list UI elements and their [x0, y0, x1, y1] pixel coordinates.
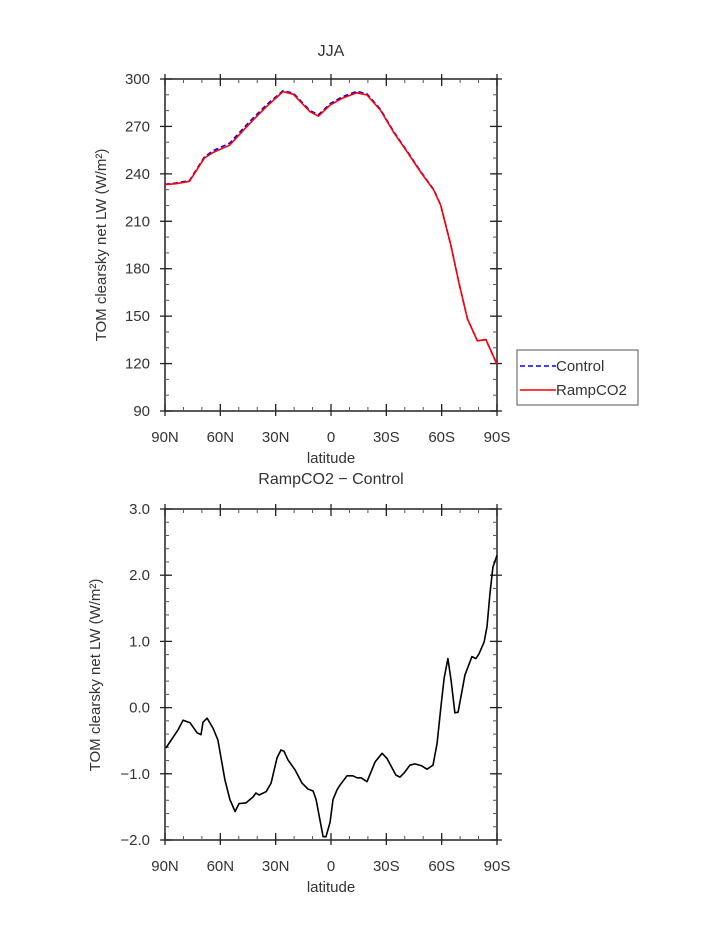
x-tick-label: 30N — [262, 858, 290, 875]
plot-frame — [164, 508, 498, 841]
legend-label-rampco2: RampCO2 — [556, 382, 627, 399]
x-tick-label: 60S — [428, 858, 455, 875]
y-tick-label: 0.0 — [129, 700, 150, 717]
series-line-rampco2-control — [165, 555, 498, 838]
y-tick-label: 3.0 — [129, 501, 150, 518]
y-tick-label: 240 — [125, 166, 150, 183]
y-axis-label: TOM clearsky net LW (W/m²) — [93, 149, 110, 342]
x-tick-label: 90S — [484, 429, 511, 446]
y-tick-label: 300 — [125, 71, 150, 88]
series-line-rampco2 — [164, 90, 498, 365]
x-tick-label: 90N — [151, 429, 179, 446]
x-axis-label: latitude — [307, 879, 355, 896]
y-tick-label: 120 — [125, 356, 150, 373]
y-axis-label: TOM clearsky net LW (W/m²) — [87, 579, 104, 772]
y-tick-label: 210 — [125, 213, 150, 230]
y-tick-label: 150 — [125, 308, 150, 325]
y-tick-label: 1.0 — [129, 633, 150, 650]
x-tick-label: 60S — [428, 429, 455, 446]
bottom-chart-difference: RampCO2 − Control latitude TOM clearsky … — [87, 471, 510, 896]
plot-frame — [164, 78, 498, 412]
x-tick-label: 60N — [207, 858, 235, 875]
y-tick-label: 90 — [133, 403, 150, 420]
x-tick-label: 0 — [327, 858, 335, 875]
x-tick-label: 90S — [484, 858, 511, 875]
x-tick-label: 60N — [207, 429, 235, 446]
legend-label-control: Control — [556, 358, 604, 375]
x-tick-label: 0 — [327, 429, 335, 446]
y-tick-label: −2.0 — [120, 832, 150, 849]
x-tick-label: 90N — [151, 858, 179, 875]
top-chart-jja: JJA latitude TOM clearsky net LW (W/m²) … — [93, 43, 639, 467]
legend: Control RampCO2 — [516, 349, 639, 406]
series-line-control — [164, 89, 498, 365]
x-tick-label: 30S — [373, 429, 400, 446]
y-tick-label: 2.0 — [129, 567, 150, 584]
x-axis-label: latitude — [307, 450, 355, 467]
legend-box — [516, 349, 639, 406]
x-tick-label: 30N — [262, 429, 290, 446]
y-tick-label: −1.0 — [120, 766, 150, 783]
chart-title: JJA — [318, 43, 345, 60]
chart-title: RampCO2 − Control — [258, 471, 403, 488]
y-tick-label: 180 — [125, 261, 150, 278]
x-tick-label: 30S — [373, 858, 400, 875]
y-tick-label: 270 — [125, 118, 150, 135]
